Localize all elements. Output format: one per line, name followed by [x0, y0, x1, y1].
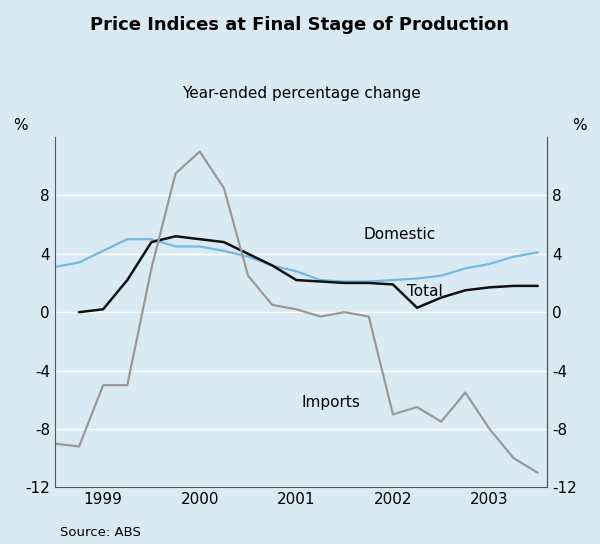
Text: Domestic: Domestic: [364, 227, 436, 242]
Text: Total: Total: [407, 284, 443, 299]
Title: Year-ended percentage change: Year-ended percentage change: [182, 86, 421, 101]
Text: %: %: [572, 119, 587, 133]
Text: Price Indices at Final Stage of Production: Price Indices at Final Stage of Producti…: [91, 16, 509, 34]
Text: Imports: Imports: [301, 395, 360, 410]
Text: %: %: [13, 119, 28, 133]
Text: Source: ABS: Source: ABS: [60, 526, 141, 539]
